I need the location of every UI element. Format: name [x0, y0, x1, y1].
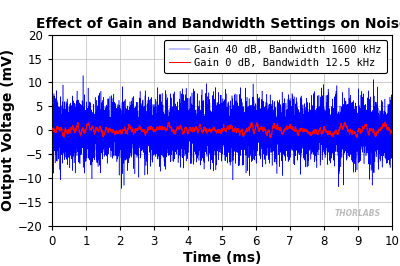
Gain 0 dB, Bandwidth 12.5 kHz: [390, 129, 394, 132]
X-axis label: Time (ms): Time (ms): [183, 251, 261, 265]
Gain 40 dB, Bandwidth 1600 kHz: [81, 74, 86, 77]
Gain 40 dB, Bandwidth 1600 kHz: [173, 124, 178, 127]
Gain 40 dB, Bandwidth 1600 kHz: [251, 131, 256, 135]
Gain 0 dB, Bandwidth 12.5 kHz: [67, 128, 72, 131]
Gain 40 dB, Bandwidth 1600 kHz: [302, 107, 306, 110]
Line: Gain 0 dB, Bandwidth 12.5 kHz: Gain 0 dB, Bandwidth 12.5 kHz: [52, 122, 392, 138]
Gain 0 dB, Bandwidth 12.5 kHz: [251, 128, 256, 131]
Gain 0 dB, Bandwidth 12.5 kHz: [355, 136, 360, 139]
Y-axis label: Output Voltage (mV): Output Voltage (mV): [2, 49, 16, 211]
Gain 40 dB, Bandwidth 1600 kHz: [67, 136, 72, 139]
Gain 0 dB, Bandwidth 12.5 kHz: [266, 130, 270, 134]
Gain 0 dB, Bandwidth 12.5 kHz: [50, 129, 54, 132]
Gain 40 dB, Bandwidth 1600 kHz: [50, 146, 54, 149]
Title: Effect of Gain and Bandwidth Settings on Noise: Effect of Gain and Bandwidth Settings on…: [36, 17, 400, 31]
Gain 0 dB, Bandwidth 12.5 kHz: [382, 120, 387, 124]
Gain 0 dB, Bandwidth 12.5 kHz: [302, 129, 306, 132]
Gain 40 dB, Bandwidth 1600 kHz: [266, 135, 270, 138]
Gain 40 dB, Bandwidth 1600 kHz: [119, 187, 124, 190]
Gain 40 dB, Bandwidth 1600 kHz: [320, 116, 325, 119]
Line: Gain 40 dB, Bandwidth 1600 kHz: Gain 40 dB, Bandwidth 1600 kHz: [52, 76, 392, 189]
Gain 40 dB, Bandwidth 1600 kHz: [390, 111, 394, 114]
Legend: Gain 40 dB, Bandwidth 1600 kHz, Gain 0 dB, Bandwidth 12.5 kHz: Gain 40 dB, Bandwidth 1600 kHz, Gain 0 d…: [164, 40, 387, 73]
Text: THORLABS: THORLABS: [334, 209, 380, 218]
Gain 0 dB, Bandwidth 12.5 kHz: [320, 131, 325, 134]
Gain 0 dB, Bandwidth 12.5 kHz: [173, 132, 178, 135]
